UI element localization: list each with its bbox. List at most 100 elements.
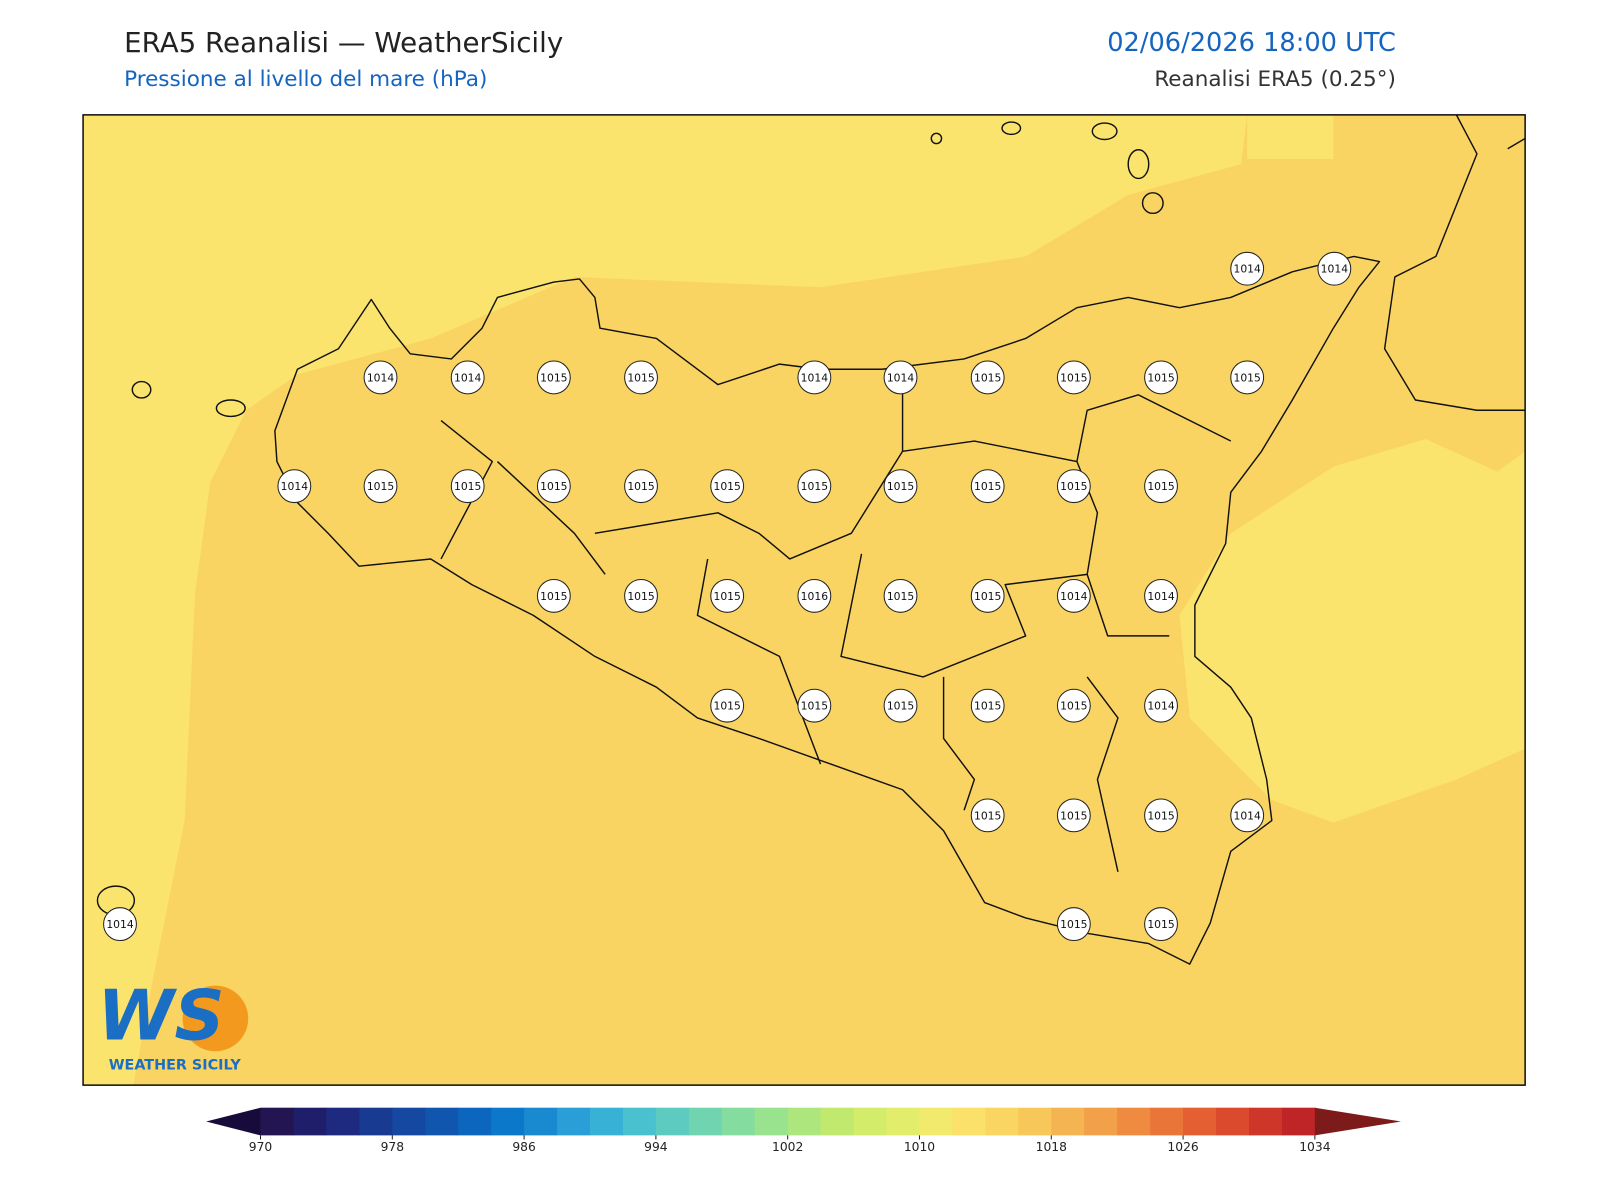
colorbar-tick-label: 1018	[1036, 1140, 1067, 1154]
station-marker	[536, 578, 571, 613]
colorbar-segment	[622, 1107, 657, 1136]
colorbar-segment	[985, 1107, 1019, 1136]
station-value: 1015	[1233, 371, 1260, 384]
station-marker	[710, 688, 745, 723]
station-value: 1015	[540, 371, 567, 384]
station-value: 1014	[1147, 700, 1175, 713]
logo: WS WEATHER SICILY	[97, 976, 249, 1074]
station-value: 1015	[367, 480, 394, 493]
station-marker	[797, 688, 832, 723]
island	[1141, 192, 1164, 215]
station-value: 1015	[627, 590, 654, 603]
station-marker	[970, 469, 1005, 504]
station-marker	[970, 798, 1005, 833]
colorbar-segment	[787, 1107, 822, 1136]
colorbar-segment	[425, 1107, 459, 1136]
colorbar-tick-label: 970	[249, 1140, 272, 1154]
station-marker	[797, 360, 832, 395]
station-value: 1015	[974, 700, 1001, 713]
station-value: 1015	[1060, 700, 1087, 713]
datetime: 02/06/2026 18:00 UTC	[1107, 28, 1396, 58]
colorbar-extend-high	[1314, 1107, 1402, 1136]
station-value: 1014	[106, 918, 134, 931]
station-value: 1015	[1060, 809, 1087, 822]
station-marker	[363, 360, 398, 395]
station-marker	[624, 360, 658, 395]
station-value: 1015	[887, 590, 914, 603]
station-marker	[1056, 798, 1091, 833]
island	[1001, 121, 1022, 136]
island	[215, 399, 246, 418]
station-marker	[883, 578, 918, 613]
station-value: 1015	[1147, 918, 1174, 931]
station-value: 1015	[1147, 371, 1174, 384]
colorbar-segment	[326, 1107, 360, 1136]
title: ERA5 Reanalisi — WeatherSicily	[124, 26, 563, 59]
colorbar-tick-label: 1002	[772, 1140, 803, 1154]
colorbar-segment	[721, 1107, 756, 1136]
source: Reanalisi ERA5 (0.25°)	[1154, 67, 1396, 92]
station-value: 1015	[540, 480, 567, 493]
station-marker	[1230, 798, 1265, 833]
map-frame	[82, 114, 1526, 1086]
station-marker	[1144, 578, 1178, 613]
station-marker	[1144, 469, 1178, 504]
station-marker	[970, 360, 1005, 395]
colorbar-segment	[557, 1107, 591, 1136]
station-marker	[624, 578, 658, 613]
station-marker	[970, 688, 1005, 723]
station-marker	[883, 688, 918, 723]
station-value: 1014	[1321, 263, 1349, 276]
station-value: 1014	[1233, 809, 1261, 822]
map-area: WS WEATHER SICILY 1014 1014 1014 1014 1015 10…	[83, 114, 1526, 1086]
station-marker	[797, 469, 832, 504]
station-marker	[1144, 798, 1178, 833]
colorbar-segment	[392, 1107, 426, 1136]
station-value: 1014	[454, 371, 482, 384]
station-marker	[536, 360, 571, 395]
station-marker	[1230, 251, 1265, 286]
station-value: 1015	[1060, 918, 1087, 931]
station-value: 1015	[1060, 480, 1087, 493]
colorbar-tick-label: 986	[512, 1140, 536, 1154]
pressure-band	[1179, 438, 1526, 823]
colorbar-segment	[491, 1107, 525, 1136]
station-value: 1015	[1147, 809, 1174, 822]
island	[930, 132, 943, 145]
station-marker	[1056, 578, 1091, 613]
colorbar-tick-label: 1034	[1299, 1140, 1330, 1154]
colorbar-segment	[1018, 1107, 1052, 1136]
calabria-coast	[1383, 114, 1526, 411]
logo-text: WS	[97, 976, 224, 1057]
colorbar: 970 978 986 994 1002 1010 1018 1026 1034	[206, 1107, 1402, 1154]
colorbar-segment	[359, 1107, 393, 1136]
station-marker	[277, 469, 312, 504]
colorbar-segment	[919, 1107, 953, 1136]
station-value: 1015	[974, 480, 1001, 493]
station-marker	[1056, 688, 1091, 723]
station-marker	[883, 469, 918, 504]
station-value: 1015	[974, 809, 1001, 822]
station-marker	[624, 469, 658, 504]
station-marker	[710, 469, 745, 504]
colorbar-segment	[853, 1107, 888, 1136]
station-value: 1015	[627, 371, 654, 384]
calabria-coast	[1507, 137, 1526, 150]
station-marker	[536, 469, 571, 504]
colorbar-tick-label: 1026	[1167, 1140, 1198, 1154]
station-marker	[450, 360, 485, 395]
station-value: 1015	[713, 590, 740, 603]
station-marker	[1144, 907, 1178, 942]
station-marker	[883, 360, 918, 395]
station-value: 1014	[887, 371, 915, 384]
station-value: 1015	[887, 480, 914, 493]
station-value: 1014	[1060, 590, 1088, 603]
station-value: 1014	[281, 480, 309, 493]
island	[131, 380, 152, 399]
station-value: 1015	[713, 480, 740, 493]
colorbar-segment	[590, 1107, 624, 1136]
logo-caption: WEATHER SICILY	[109, 1058, 242, 1074]
station-marker	[1317, 251, 1352, 286]
colorbar-segment	[1117, 1107, 1151, 1136]
